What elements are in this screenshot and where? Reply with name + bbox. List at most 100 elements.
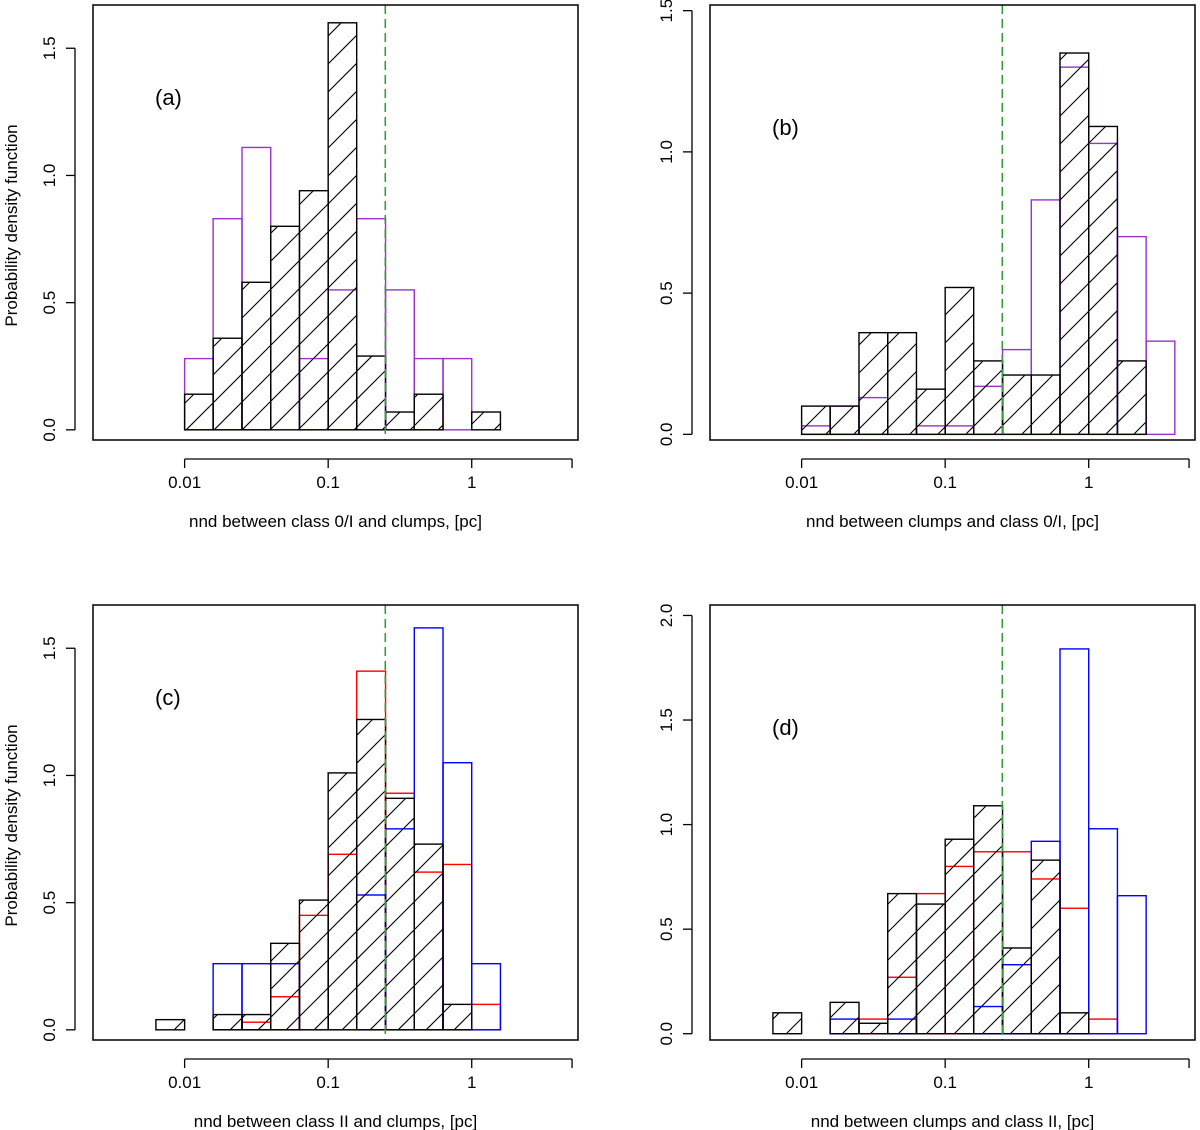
- histogram-bar: [442, 1003, 473, 1031]
- y-tick-label: 1.0: [657, 813, 676, 837]
- plot-frame: [92, 604, 579, 1041]
- hatch-line: [356, 874, 386, 904]
- hatch-line: [916, 388, 928, 400]
- histogram-bar: [327, 22, 358, 431]
- hatch-line: [1030, 899, 1061, 930]
- hatch-line: [1065, 1012, 1088, 1035]
- hatch-line: [453, 1011, 473, 1031]
- hatch-line: [327, 202, 358, 233]
- hatch-line: [437, 424, 444, 431]
- hatch-line: [973, 957, 1003, 987]
- histogram-bar: [858, 1022, 889, 1035]
- histogram-bar: [1030, 840, 1061, 1035]
- hatch-line: [1030, 374, 1054, 398]
- series-red: [241, 670, 502, 1031]
- hatch-line: [385, 901, 415, 931]
- x-tick-label: 0.01: [785, 473, 818, 492]
- hatch-line: [1117, 360, 1124, 367]
- hatch-line: [299, 315, 329, 345]
- hatch-line: [973, 873, 1003, 903]
- hatch-line: [916, 903, 945, 932]
- x-tick-label: 1: [1084, 473, 1093, 492]
- hatch-line: [858, 343, 889, 374]
- hatch-line: [327, 398, 358, 429]
- x-tick-label: 0.01: [168, 1073, 201, 1092]
- hatch-line: [973, 369, 1003, 399]
- x-axis-title: nnd between class 0/I and clumps, [pc]: [189, 512, 482, 531]
- hatch-line: [327, 370, 358, 401]
- hatch-line: [241, 372, 272, 403]
- y-tick-label: 0.5: [657, 281, 676, 305]
- hatch-line: [212, 337, 223, 348]
- hatch-line: [887, 332, 900, 345]
- hatch-line: [973, 929, 1003, 959]
- hatch-line: [385, 873, 415, 903]
- hatch-line: [944, 397, 975, 428]
- hatch-line: [858, 332, 872, 346]
- hatch-line: [829, 405, 855, 431]
- hatch-line: [299, 190, 314, 205]
- hatch-line: [327, 174, 358, 205]
- hatch-line: [270, 288, 300, 318]
- hatch-line: [916, 958, 946, 988]
- hatch-line: [953, 1013, 975, 1035]
- hatch-line: [270, 232, 300, 262]
- hatch-line: [327, 22, 342, 37]
- histogram-bar: [298, 357, 329, 431]
- histogram-bar: [944, 865, 975, 1035]
- x-tick-label: 0.1: [933, 1073, 957, 1092]
- hatch-line: [270, 960, 300, 990]
- hatch-line: [897, 1015, 917, 1035]
- histogram-bar: [1001, 851, 1032, 1035]
- hatch-line: [1059, 142, 1090, 173]
- hatch-line: [213, 401, 243, 431]
- histogram-bar: [1088, 125, 1119, 436]
- hatch-line: [944, 929, 975, 960]
- histogram-bar: [241, 1021, 272, 1031]
- hatch-line: [916, 398, 946, 428]
- histogram-bar: [1059, 52, 1090, 436]
- series-blue: [829, 648, 1147, 1035]
- x-axis-title: nnd between clumps and class II, [pc]: [811, 1112, 1095, 1130]
- panel-label: (a): [155, 85, 182, 110]
- histogram-bar: [413, 871, 444, 1031]
- hatch-line: [944, 341, 975, 372]
- hatch-line: [299, 987, 329, 1017]
- hatch-line: [173, 1019, 185, 1031]
- panel-d: 0.01 0.1 1 0.0 0.5 1.0 1.5 2.0 nnd between clump…: [657, 604, 1196, 1130]
- hatch-line: [1088, 126, 1106, 144]
- hatch-line: [887, 959, 917, 989]
- hatch-line: [413, 396, 444, 427]
- hatch-line: [973, 360, 984, 371]
- series-black: [155, 718, 473, 1031]
- hatch-line: [944, 985, 975, 1016]
- hatch-line: [356, 398, 386, 428]
- hatch-line: [944, 845, 975, 876]
- hatch-line: [1049, 423, 1061, 435]
- histogram-bar: [915, 903, 946, 1035]
- hatch-line: [356, 370, 386, 400]
- hatch-line: [858, 371, 889, 402]
- series-purple: [800, 66, 1176, 436]
- hatch-line: [1059, 58, 1090, 89]
- histogram-bar: [944, 838, 975, 1035]
- histogram-bar: [800, 425, 831, 436]
- hatch-line: [327, 118, 358, 149]
- histogram-bar: [298, 190, 329, 431]
- hatch-line: [327, 986, 358, 1017]
- hatch-line: [944, 901, 975, 932]
- histogram-bar: [471, 962, 502, 1031]
- hatch-line: [385, 845, 415, 875]
- histogram-bar: [1030, 878, 1061, 1035]
- hatch-line: [184, 393, 195, 404]
- y-tick-label: 0.5: [40, 291, 59, 315]
- hatch-line: [973, 817, 1003, 847]
- histogram-bar: [212, 962, 243, 1031]
- hatch-line: [1059, 310, 1090, 341]
- hatch-line: [1077, 422, 1090, 435]
- hatch-line: [1059, 198, 1090, 229]
- hatch-line: [299, 343, 329, 373]
- y-tick-label: 0.0: [657, 1022, 676, 1046]
- hatch-line: [493, 423, 501, 431]
- hatch-line: [327, 790, 358, 821]
